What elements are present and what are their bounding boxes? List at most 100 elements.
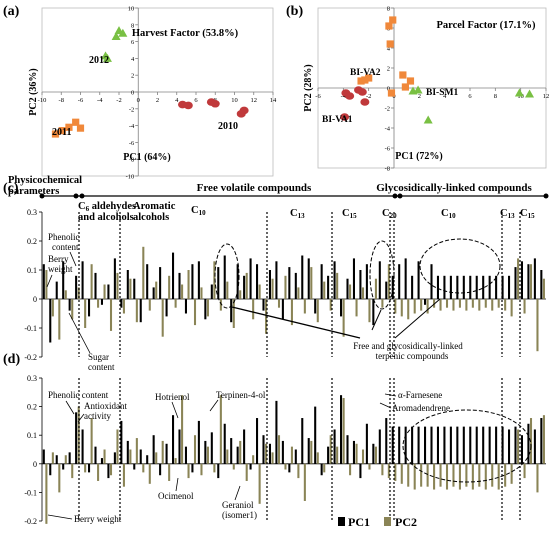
bar-pc2 bbox=[103, 284, 106, 299]
bar-pc1 bbox=[495, 426, 498, 464]
category-physicochemical: parameters bbox=[8, 186, 59, 197]
bar-pc2 bbox=[200, 287, 203, 299]
bar-pc2 bbox=[394, 463, 397, 481]
data-point-bi-sm1 bbox=[514, 88, 524, 97]
bar-pc2 bbox=[168, 275, 171, 299]
bar-pc1 bbox=[55, 455, 58, 464]
bar-pc1 bbox=[398, 426, 401, 464]
bar-pc2 bbox=[135, 438, 138, 464]
bar-pc1 bbox=[294, 272, 297, 299]
bar-pc2 bbox=[258, 284, 261, 299]
annotation-arrow bbox=[371, 309, 382, 331]
bar-pc2 bbox=[226, 281, 229, 299]
bar-pc1 bbox=[398, 264, 401, 299]
bar-pc1 bbox=[314, 299, 317, 314]
bar-pc2 bbox=[213, 261, 216, 299]
bar-pc1 bbox=[184, 446, 187, 464]
bar-pc1 bbox=[404, 258, 407, 299]
bar-pc2 bbox=[433, 299, 436, 308]
bar-pc1 bbox=[223, 255, 226, 299]
bar-pc2 bbox=[542, 278, 545, 299]
bar-pc1 bbox=[352, 258, 355, 299]
bar-pc1 bbox=[275, 400, 278, 464]
bar-pc1 bbox=[430, 264, 433, 299]
y-tick-label: 4 bbox=[387, 46, 391, 53]
bar-pc1 bbox=[113, 452, 116, 464]
x-tick-label: 4 bbox=[443, 93, 447, 100]
bar-pc1 bbox=[236, 446, 239, 464]
carbon-c20: C20 bbox=[382, 208, 397, 220]
bar-pc1 bbox=[191, 463, 194, 473]
data-point-2011 bbox=[58, 127, 66, 135]
y-tick-label: -0.2 bbox=[24, 517, 37, 526]
bar-pc1 bbox=[204, 299, 207, 320]
bar-pc1 bbox=[288, 267, 291, 299]
bar-pc1 bbox=[55, 281, 58, 299]
bar-pc1 bbox=[346, 435, 349, 464]
bar-pc1 bbox=[94, 446, 97, 464]
bar-pc2 bbox=[504, 463, 507, 487]
bar-pc2 bbox=[323, 463, 326, 473]
bar-pc2 bbox=[439, 463, 442, 487]
dividers-d bbox=[78, 378, 521, 521]
category-c6: and alcohols bbox=[78, 212, 134, 223]
bar-pc1 bbox=[68, 299, 71, 311]
bar-pc2 bbox=[97, 299, 100, 308]
bar-pc1 bbox=[100, 458, 103, 464]
bar-pc2 bbox=[116, 272, 119, 299]
bar-pc1 bbox=[281, 299, 284, 320]
bar-pc1 bbox=[320, 264, 323, 299]
x-tick-label: 12 bbox=[543, 93, 550, 100]
y-tick-label: 0.2 bbox=[27, 403, 37, 412]
bar-pc1 bbox=[262, 299, 265, 311]
bar-pc2 bbox=[90, 418, 93, 464]
panel-label-d: (d) bbox=[3, 352, 20, 367]
bar-pc1 bbox=[172, 415, 175, 464]
bar-pc2 bbox=[433, 463, 436, 490]
bar-pc1 bbox=[236, 264, 239, 299]
bar-pc2 bbox=[258, 463, 261, 504]
header-node bbox=[39, 193, 45, 199]
bar-pc1 bbox=[411, 426, 414, 464]
bar-pc1 bbox=[62, 463, 65, 470]
bar-pc2 bbox=[174, 458, 177, 464]
bar-pc1 bbox=[385, 281, 388, 299]
y-tick-label: -0.2 bbox=[24, 353, 37, 362]
bar-pc2 bbox=[471, 463, 474, 490]
bar-pc2 bbox=[71, 299, 74, 320]
bar-pc2 bbox=[71, 463, 74, 479]
x-tick-label: -6 bbox=[78, 97, 84, 104]
legend-label-pc2: PC2 bbox=[395, 515, 417, 529]
bar-pc2 bbox=[394, 299, 397, 314]
bar-pc2 bbox=[148, 463, 151, 484]
bar-pc2 bbox=[200, 463, 203, 476]
y-tick-label: -8 bbox=[385, 166, 390, 173]
bar-pc2 bbox=[219, 395, 222, 464]
bar-pc1 bbox=[365, 264, 368, 299]
bar-pc1 bbox=[268, 443, 271, 464]
bar-pc2 bbox=[122, 463, 125, 487]
bar-pc2 bbox=[129, 449, 132, 464]
y-tick-label: 8 bbox=[131, 22, 134, 29]
bar-pc2 bbox=[478, 299, 481, 311]
bar-pc2 bbox=[517, 258, 520, 299]
data-point-2010 bbox=[210, 99, 220, 108]
bar-pc1 bbox=[288, 463, 291, 473]
y-tick-label: -0.1 bbox=[24, 488, 37, 497]
label-2012: 2012 bbox=[89, 55, 109, 66]
data-point-2011 bbox=[65, 123, 73, 131]
y-tick-label: 0.1 bbox=[27, 431, 37, 440]
y-tick-label: 0.3 bbox=[27, 208, 37, 217]
carbon-c15-glyco: C15 bbox=[520, 208, 535, 220]
bar-pc1 bbox=[113, 258, 116, 299]
bar-pc2 bbox=[142, 246, 145, 299]
bar-pc2 bbox=[51, 299, 54, 317]
data-point-2010 bbox=[236, 110, 246, 118]
bar-pc2 bbox=[103, 449, 106, 464]
annotation-arrow bbox=[394, 298, 441, 339]
bar-pc1 bbox=[346, 278, 349, 299]
bar-pc2 bbox=[407, 299, 410, 320]
bar-pc1 bbox=[152, 287, 155, 299]
